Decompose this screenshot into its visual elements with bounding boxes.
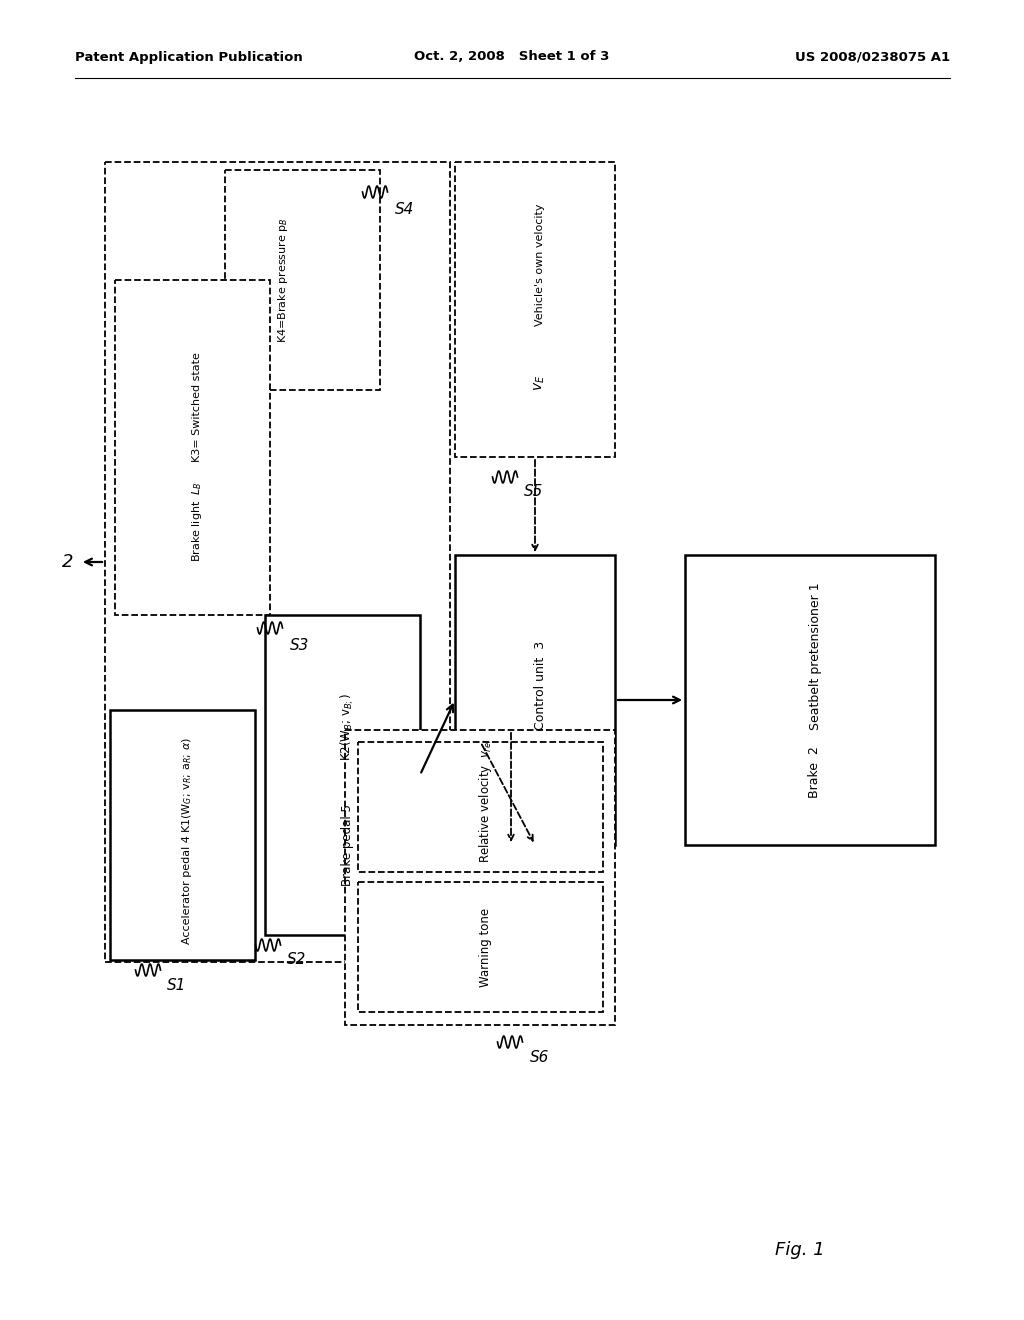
Bar xyxy=(455,554,615,845)
Text: Accelerator pedal 4: Accelerator pedal 4 xyxy=(182,836,193,944)
Bar xyxy=(685,554,935,845)
Bar xyxy=(265,615,420,935)
Bar xyxy=(455,162,615,457)
Text: K1(W$_G$; v$_R$; a$_R$; $\alpha$): K1(W$_G$; v$_R$; a$_R$; $\alpha$) xyxy=(180,737,195,833)
Text: S6: S6 xyxy=(530,1051,549,1065)
Bar xyxy=(358,882,603,1012)
Text: K2(W$_B$; v$_{B;}$): K2(W$_B$; v$_{B;}$) xyxy=(339,693,356,762)
Text: Brake  2: Brake 2 xyxy=(809,747,821,799)
Text: S5: S5 xyxy=(524,484,544,499)
Text: 2: 2 xyxy=(62,553,74,572)
Text: K4=Brake pressure p$_B$: K4=Brake pressure p$_B$ xyxy=(275,218,290,343)
Text: S3: S3 xyxy=(290,638,309,652)
Text: Warning tone: Warning tone xyxy=(479,907,492,986)
Text: Control unit  3: Control unit 3 xyxy=(534,642,547,730)
Text: Vehicle's own velocity: Vehicle's own velocity xyxy=(535,205,545,326)
Text: S1: S1 xyxy=(167,978,186,993)
Text: S2: S2 xyxy=(287,953,306,968)
Bar xyxy=(358,742,603,873)
Text: Brake light  $L_B$: Brake light $L_B$ xyxy=(190,480,205,561)
Text: Relative velocity  $v_{rel}$: Relative velocity $v_{rel}$ xyxy=(477,738,494,863)
Bar xyxy=(225,170,380,389)
Bar xyxy=(115,280,270,615)
Bar xyxy=(105,162,450,962)
Bar xyxy=(110,710,255,960)
Text: K3= Switched state: K3= Switched state xyxy=(193,352,203,462)
Text: S4: S4 xyxy=(395,202,415,218)
Text: Oct. 2, 2008   Sheet 1 of 3: Oct. 2, 2008 Sheet 1 of 3 xyxy=(415,50,609,63)
Text: US 2008/0238075 A1: US 2008/0238075 A1 xyxy=(795,50,950,63)
Text: Brake pedal 5: Brake pedal 5 xyxy=(341,804,354,886)
Text: Patent Application Publication: Patent Application Publication xyxy=(75,50,303,63)
Text: Seatbelt pretensioner 1: Seatbelt pretensioner 1 xyxy=(809,582,821,730)
Text: Fig. 1: Fig. 1 xyxy=(775,1241,825,1259)
Text: $v_E$: $v_E$ xyxy=(532,375,547,392)
Bar xyxy=(345,730,615,1026)
